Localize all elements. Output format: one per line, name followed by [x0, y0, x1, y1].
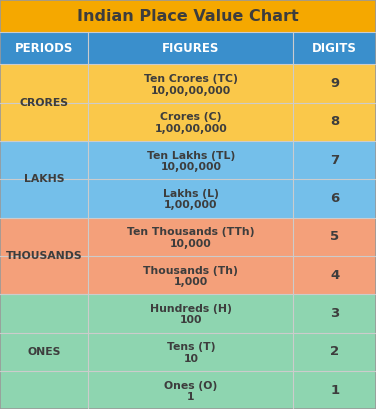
Bar — [88, 256, 293, 294]
Bar — [88, 103, 293, 141]
Bar — [0, 141, 88, 218]
Text: CRORES: CRORES — [20, 98, 69, 108]
Text: 10,00,000: 10,00,000 — [160, 162, 221, 172]
Bar — [293, 256, 376, 294]
Text: Hundreds (H): Hundreds (H) — [150, 304, 232, 314]
Text: Thousands (Th): Thousands (Th) — [143, 265, 238, 276]
Text: 4: 4 — [330, 269, 339, 282]
Text: 10,00,00,000: 10,00,00,000 — [151, 85, 231, 96]
Text: 7: 7 — [330, 154, 339, 167]
Bar — [293, 141, 376, 180]
Bar — [293, 180, 376, 218]
Text: 1: 1 — [187, 392, 194, 402]
Text: Ten Thousands (TTh): Ten Thousands (TTh) — [127, 227, 255, 237]
Bar — [0, 0, 376, 32]
Text: Ten Crores (TC): Ten Crores (TC) — [144, 74, 238, 84]
Text: 6: 6 — [330, 192, 339, 205]
Bar — [0, 32, 88, 65]
Text: FIGURES: FIGURES — [162, 42, 220, 55]
Text: 5: 5 — [330, 230, 339, 243]
Text: 1,00,000: 1,00,000 — [164, 200, 218, 211]
Bar — [88, 32, 293, 65]
Bar — [293, 218, 376, 256]
Bar — [0, 294, 88, 409]
Bar — [88, 65, 293, 103]
Bar — [0, 218, 88, 294]
Text: 1,00,00,000: 1,00,00,000 — [155, 124, 227, 134]
Text: 9: 9 — [330, 77, 339, 90]
Bar — [293, 65, 376, 103]
Text: THOUSANDS: THOUSANDS — [6, 251, 82, 261]
Bar — [293, 333, 376, 371]
Bar — [293, 32, 376, 65]
Bar — [88, 333, 293, 371]
Text: 10: 10 — [183, 354, 198, 364]
Bar — [88, 218, 293, 256]
Bar — [88, 371, 293, 409]
Bar — [293, 103, 376, 141]
Text: 1,000: 1,000 — [174, 277, 208, 287]
Text: ONES: ONES — [27, 347, 61, 357]
Text: 100: 100 — [180, 315, 202, 326]
Text: LAKHS: LAKHS — [24, 174, 64, 184]
Text: DIGITS: DIGITS — [312, 42, 357, 55]
Bar — [88, 141, 293, 180]
Text: 8: 8 — [330, 115, 339, 128]
Text: Indian Place Value Chart: Indian Place Value Chart — [77, 9, 299, 24]
Text: PERIODS: PERIODS — [15, 42, 73, 55]
Bar — [293, 294, 376, 333]
Text: 1: 1 — [330, 384, 339, 397]
Text: 10,000: 10,000 — [170, 239, 212, 249]
Text: 2: 2 — [330, 345, 339, 358]
Bar — [0, 65, 88, 141]
Text: Lakhs (L): Lakhs (L) — [163, 189, 219, 199]
Text: 3: 3 — [330, 307, 339, 320]
Text: Crores (C): Crores (C) — [160, 112, 221, 122]
Bar — [88, 294, 293, 333]
Bar — [293, 371, 376, 409]
Text: Tens (T): Tens (T) — [167, 342, 215, 352]
Text: Ten Lakhs (TL): Ten Lakhs (TL) — [147, 151, 235, 161]
Bar — [88, 180, 293, 218]
Text: Ones (O): Ones (O) — [164, 381, 217, 391]
